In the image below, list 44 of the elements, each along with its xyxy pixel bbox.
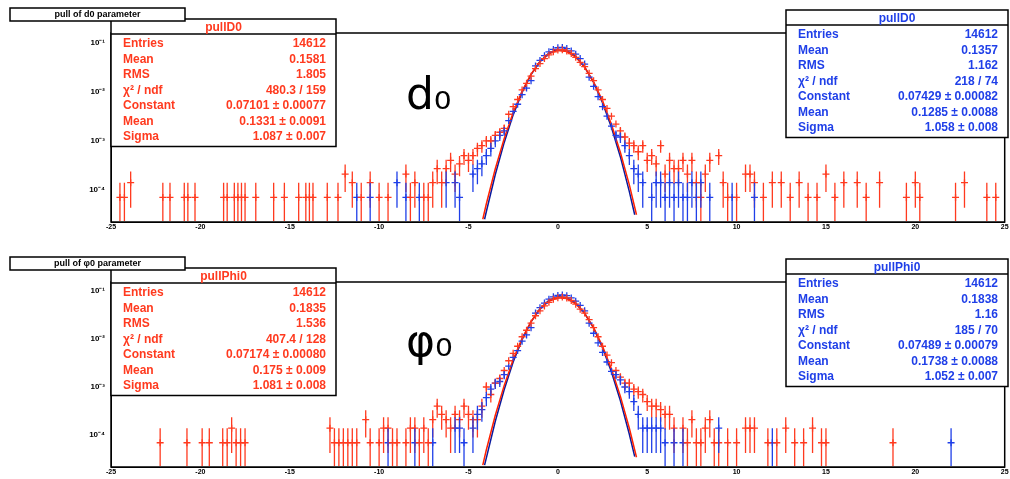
text: χ² / ndf 480.3 / 159 [123, 82, 326, 97]
text: Mean 0.1838 [798, 291, 998, 306]
text: RMS 1.16 [798, 307, 998, 322]
text: pullD0 [878, 10, 916, 25]
text: RMS 1.162 [798, 58, 998, 73]
text: χ² / ndf 218 / 74 [798, 73, 998, 88]
y-tick-label: 10⁻¹ [90, 38, 106, 48]
text: Entries 14612 [123, 36, 326, 51]
y-tick-label: 10⁻⁴ [89, 185, 106, 195]
text: Mean 0.1331 ± 0.0091 [123, 113, 326, 128]
text: pullD0 [205, 19, 243, 34]
text: Entries 14612 [798, 27, 998, 42]
text: Constant 0.07101 ± 0.00077 [123, 98, 326, 113]
text: Mean 0.1738 ± 0.0088 [798, 353, 998, 368]
text: Mean 0.1357 [798, 42, 998, 57]
text: Constant 0.07429 ± 0.00082 [798, 89, 998, 104]
text: RMS 1.805 [123, 67, 326, 82]
text: χ² / ndf 185 / 70 [798, 322, 998, 337]
text: Constant 0.07174 ± 0.00080 [123, 347, 326, 362]
annotation: d₀ [405, 67, 452, 119]
y-tick-label: 10⁻² [90, 333, 106, 343]
text: Sigma 1.081 ± 0.008 [123, 378, 326, 393]
chart-title: pull of φ0 parameter [54, 258, 142, 269]
text: RMS 1.536 [123, 316, 326, 331]
text: χ² / ndf 407.4 / 128 [123, 331, 326, 346]
text: Mean 0.175 ± 0.009 [123, 362, 326, 377]
text: Mean 0.1581 [123, 51, 326, 66]
text: Mean 0.1285 ± 0.0088 [798, 104, 998, 119]
text: pullPhi0 [200, 268, 248, 283]
text: Sigma 1.052 ± 0.007 [798, 369, 998, 384]
y-tick-label: 10⁻⁴ [89, 430, 106, 440]
text: Sigma 1.058 ± 0.008 [798, 120, 998, 135]
text: pullPhi0 [873, 259, 921, 274]
text: Sigma 1.087 ± 0.007 [123, 129, 326, 144]
y-tick-label: 10⁻¹ [90, 285, 106, 295]
text: Entries 14612 [123, 285, 326, 300]
text: Entries 14612 [798, 276, 998, 291]
y-tick-label: 10⁻² [90, 87, 106, 97]
y-tick-label: 10⁻³ [90, 382, 106, 392]
text: Constant 0.07489 ± 0.00079 [798, 338, 998, 353]
y-tick-label: 10⁻³ [90, 136, 106, 146]
text: Mean 0.1835 [123, 300, 326, 315]
annotation: φ₀ [405, 315, 453, 366]
chart-title: pull of d0 parameter [54, 9, 141, 20]
